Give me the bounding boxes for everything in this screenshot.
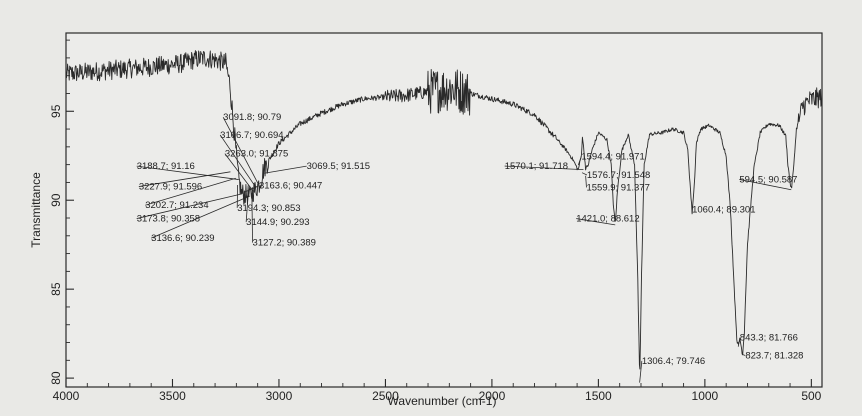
x-tick-label: 2000 — [479, 389, 506, 403]
peak-label: 3069.5; 91.515 — [307, 161, 370, 172]
peak-label: 1570.1; 91.718 — [505, 161, 568, 172]
x-axis-title: Wavenumber (cm-1) — [388, 394, 497, 408]
peak-leader-line — [243, 185, 260, 193]
x-tick-label: 3500 — [159, 389, 186, 403]
peak-leader-line — [264, 165, 307, 174]
peak-label: 3127.2; 90.389 — [253, 238, 316, 249]
x-tick-label: 500 — [801, 389, 821, 403]
peak-leader-line — [576, 218, 616, 226]
peak-leader-line — [504, 165, 584, 171]
peak-label: 1306.4; 79.746 — [642, 356, 705, 367]
peak-label: 3227.9; 91.596 — [139, 182, 202, 193]
peak-label: 1594.4; 91.971 — [581, 151, 644, 162]
peak-leader-line — [251, 193, 253, 243]
peak-label: 3163.6; 90.447 — [259, 181, 322, 192]
peak-leader-line — [577, 156, 582, 166]
y-tick-label: 80 — [49, 371, 63, 385]
y-tick-label: 90 — [49, 193, 63, 207]
peak-leader-line — [151, 195, 251, 239]
peak-leader-line — [639, 360, 643, 383]
peak-label: 3106.7; 90.694 — [220, 130, 283, 141]
peak-label: 3194.3; 90.853 — [237, 203, 300, 214]
peak-label: 3136.6; 90.239 — [151, 233, 214, 244]
peak-leader-line — [245, 194, 249, 223]
peak-label: 1576.7; 91.548 — [587, 170, 650, 181]
x-tick-label: 4000 — [53, 389, 80, 403]
peak-label: 1421.0; 88.612 — [576, 214, 639, 225]
y-tick-label: 95 — [49, 104, 63, 118]
y-axis-title: Transmittance — [29, 172, 43, 248]
peak-leader-line — [581, 172, 588, 176]
x-tick-label: 2500 — [372, 389, 399, 403]
peak-leader-line — [219, 134, 257, 189]
transmittance-series-line — [65, 50, 823, 370]
x-tick-label: 3000 — [266, 389, 293, 403]
peak-leader-line — [136, 165, 239, 180]
peak-label: 3144.9; 90.293 — [246, 217, 309, 228]
peak-label: 3263.0; 91.875 — [225, 149, 288, 160]
peak-leader-line — [224, 153, 254, 192]
peak-leader-line — [145, 177, 236, 206]
peak-label: 843.3; 81.766 — [740, 333, 798, 344]
peak-annotations: 3091.8; 90.79 3106.7; 90.694 3263.0; 91.87… — [136, 112, 803, 383]
peak-leader-line — [585, 175, 587, 188]
peak-leader-line — [739, 179, 792, 191]
peak-leader-line — [742, 354, 746, 356]
x-tick-label: 1500 — [585, 389, 612, 403]
peak-leader-line — [222, 116, 260, 187]
y-tick-label: 85 — [49, 282, 63, 296]
peak-leader-line — [136, 193, 243, 219]
peak-leader-line — [138, 171, 231, 187]
peak-label: 1559.9; 91.377 — [586, 182, 649, 193]
peak-leader-line — [737, 337, 741, 347]
peak-label: 3091.8; 90.79 — [223, 112, 281, 123]
peak-label: 823.7; 81.328 — [745, 351, 803, 362]
x-axis: 4000 3500 3000 2500 2000 1500 1000 500 — [53, 379, 822, 403]
y-axis: 80 85 90 95 — [49, 39, 74, 385]
peak-label: 3188.7; 91.16 — [137, 161, 195, 172]
x-tick-label: 1000 — [692, 389, 719, 403]
peak-label: 1060.4; 89.301 — [692, 205, 755, 216]
peak-label: 594.5; 90.587 — [739, 174, 797, 185]
peak-label: 3202.7; 91.234 — [145, 200, 208, 211]
peak-label: 3173.8; 90.358 — [137, 214, 200, 225]
